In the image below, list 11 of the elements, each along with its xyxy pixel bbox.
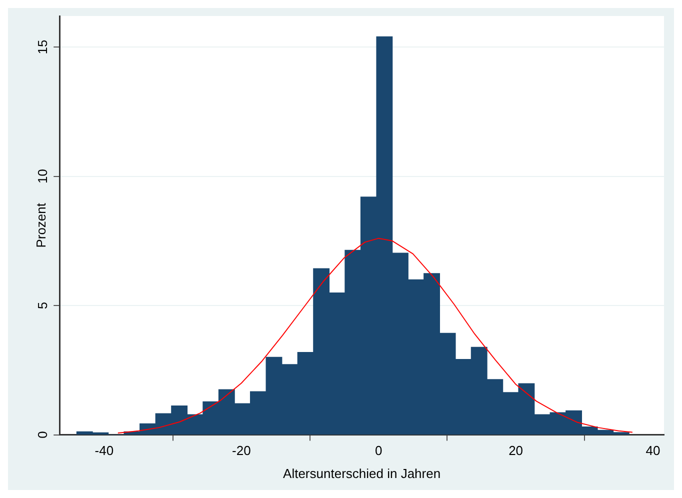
y-tick-label: 10 [35,169,50,184]
x-tick-label: -40 [94,443,114,458]
y-tick-label: 5 [35,302,50,310]
y-tick-label: 0 [35,431,50,438]
x-tick-label: 20 [508,443,524,458]
y-axis-title: Prozent [33,202,48,248]
x-tick-label: 0 [374,443,382,458]
x-tick-label: -20 [232,443,251,458]
x-axis-title: Altersunterschied in Jahren [283,466,441,481]
y-tick-label: 15 [35,40,50,54]
x-tick-label: 40 [646,443,660,458]
